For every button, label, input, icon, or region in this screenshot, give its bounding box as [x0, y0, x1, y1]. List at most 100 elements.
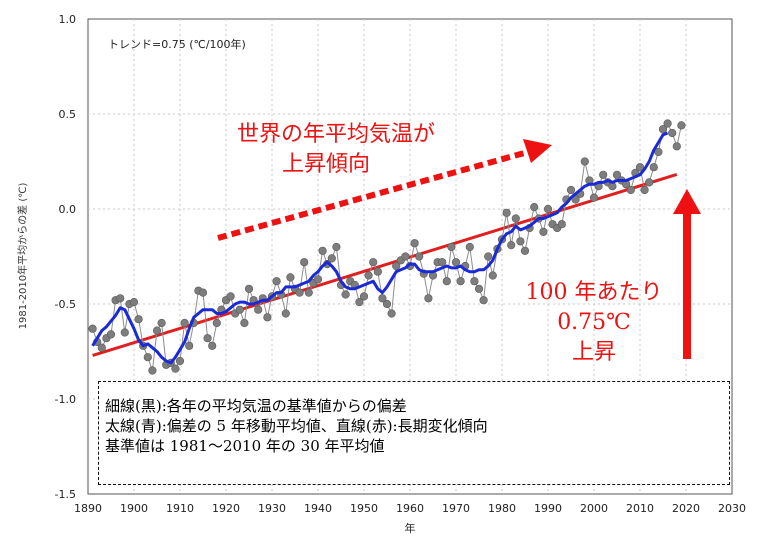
annual-point	[208, 341, 217, 350]
x-tick-label: 1980	[488, 502, 516, 515]
annual-point	[359, 292, 369, 301]
annual-point	[106, 330, 116, 339]
note-line-thin: 細線(黒):各年の平均気温の基準値からの偏差	[105, 397, 407, 415]
rising-trend-label-line1: 世界の年平均気温が	[237, 122, 435, 147]
annual-point	[203, 334, 212, 343]
annual-point	[502, 208, 511, 217]
x-tick-label: 1950	[350, 502, 378, 515]
moving-average-line	[91, 131, 669, 365]
annual-point	[566, 185, 576, 195]
annual-point	[382, 299, 392, 309]
per-century-arrow-shaft	[683, 212, 691, 359]
annual-point	[649, 163, 658, 172]
annual-point	[185, 341, 194, 350]
x-tick-label: 1900	[120, 502, 148, 515]
annual-point	[244, 284, 254, 293]
x-tick-label: 2000	[580, 502, 608, 515]
annual-point	[470, 277, 479, 286]
x-tick-label: 2020	[672, 502, 700, 515]
annual-point	[668, 128, 677, 138]
rising-trend-label-line2: 上昇傾向	[282, 152, 370, 177]
annual-point	[355, 298, 364, 307]
annual-point	[401, 252, 410, 261]
annual-point	[626, 185, 635, 195]
annual-point	[120, 328, 129, 337]
annual-point	[240, 318, 249, 328]
annual-point	[645, 178, 654, 187]
annual-point	[88, 324, 97, 333]
per-century-arrow-head	[673, 189, 701, 214]
annual-point	[378, 294, 387, 303]
annual-point	[451, 258, 461, 267]
moving-average-layer	[91, 131, 669, 365]
x-tick-label: 1930	[258, 502, 286, 515]
annual-point	[640, 185, 649, 195]
annual-point	[516, 237, 525, 246]
annual-point	[520, 246, 530, 255]
annual-point	[507, 241, 516, 250]
annual-point	[580, 157, 589, 166]
x-tick-label: 1910	[166, 502, 194, 515]
annual-point	[387, 309, 396, 318]
annual-point	[373, 267, 382, 276]
x-tick-label: 2030	[718, 502, 746, 515]
annual-point	[539, 227, 548, 236]
annual-point	[148, 366, 157, 375]
annual-point	[235, 305, 244, 314]
x-axis-tick-labels: 1890 1900 1910 1920 1930 1940 1950 1960 1970 1980…	[74, 502, 746, 515]
annual-point	[332, 242, 341, 252]
y-tick-label: -1.5	[55, 488, 76, 501]
annual-point	[304, 288, 313, 297]
y-axis-label: 1981-2010年平均からの差 (℃)	[16, 183, 29, 330]
annual-point	[677, 121, 686, 130]
annual-point	[484, 252, 493, 261]
annual-point	[263, 313, 272, 322]
annual-point	[635, 163, 645, 172]
annual-point	[438, 258, 447, 267]
x-tick-label: 1970	[442, 502, 470, 515]
x-tick-label: 1890	[74, 502, 102, 515]
annual-point	[415, 252, 424, 261]
rising-trend-arrow-head	[523, 139, 552, 163]
annual-point	[410, 239, 419, 248]
annual-point	[171, 364, 180, 373]
annual-point	[392, 261, 401, 271]
x-tick-label: 2010	[626, 502, 654, 515]
annual-point	[180, 318, 189, 328]
rising-trend-arrow-shaft	[217, 149, 529, 241]
annual-point	[327, 254, 336, 263]
annual-point	[281, 309, 290, 318]
annual-point	[442, 277, 451, 286]
y-tick-label: 0.0	[59, 203, 77, 216]
annual-point	[318, 246, 327, 255]
annual-point	[295, 288, 304, 297]
annual-point	[254, 305, 263, 314]
y-tick-label: 1.0	[59, 13, 77, 26]
note-line-baseline: 基準値は 1981〜2010 年の 30 年平均値	[105, 437, 385, 455]
annual-point	[479, 296, 488, 305]
note-line-thick: 太線(青):偏差の 5 年移動平均値、直線(赤):長期変化傾向	[105, 417, 488, 435]
annual-point	[157, 318, 166, 328]
y-axis-tick-labels: 1.0 0.5 0.0 -0.5 -1.0 -1.5	[55, 13, 76, 501]
annual-point	[557, 220, 566, 229]
y-tick-label: -0.5	[55, 298, 76, 311]
x-tick-label: 1960	[396, 502, 424, 515]
y-tick-label: 0.5	[59, 108, 77, 121]
annual-point	[175, 356, 185, 366]
annual-point	[313, 275, 323, 284]
x-tick-label: 1920	[212, 502, 240, 515]
annual-point	[663, 119, 672, 128]
annual-point	[116, 294, 125, 303]
per-century-label-line2: 0.75℃	[557, 310, 631, 335]
annual-point	[488, 271, 497, 280]
annual-point	[465, 242, 474, 252]
annual-point	[341, 290, 350, 299]
per-century-label-line3: 上昇	[572, 340, 616, 365]
annual-point	[364, 271, 373, 280]
annual-point	[511, 214, 520, 223]
annual-point	[226, 292, 235, 301]
annual-series-layer	[88, 119, 686, 375]
annual-point	[456, 277, 465, 286]
legend-note-box: 細線(黒):各年の平均気温の基準値からの偏差 太線(青):偏差の 5 年移動平均…	[98, 381, 730, 485]
annual-point	[300, 258, 309, 267]
